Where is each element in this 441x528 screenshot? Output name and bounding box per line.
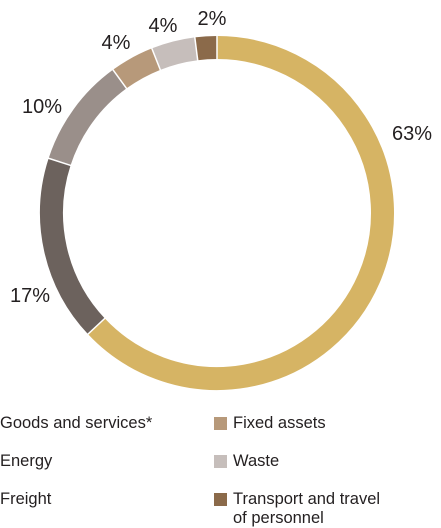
slice-transport-and-travel-of-personnel bbox=[194, 36, 218, 61]
data-label: 10% bbox=[22, 96, 62, 118]
legend-item-freight: Freight bbox=[0, 490, 51, 509]
legend-label: Freight bbox=[0, 490, 52, 508]
legend-swatch bbox=[214, 417, 227, 430]
data-label: 4% bbox=[149, 15, 178, 37]
legend-swatch bbox=[214, 455, 227, 468]
legend-label: Waste bbox=[233, 452, 280, 470]
legend-item-transport: Transport and travel of personnel bbox=[214, 490, 380, 528]
slice-separator bbox=[86, 317, 106, 336]
legend-label: Fixed assets bbox=[233, 414, 326, 432]
legend-label: Energy bbox=[0, 452, 53, 470]
slice-separator bbox=[193, 36, 199, 62]
legend-item-fixed-assets: Fixed assets bbox=[214, 414, 326, 433]
slice-separator bbox=[150, 47, 162, 72]
slice-waste bbox=[151, 37, 199, 70]
data-label: 17% bbox=[10, 285, 50, 307]
legend-label-continued: of personnel bbox=[233, 509, 324, 527]
data-label: 2% bbox=[198, 8, 227, 30]
data-label: 4% bbox=[102, 32, 131, 54]
legend-swatch bbox=[214, 493, 227, 506]
slice-fixed-assets bbox=[112, 48, 161, 89]
legend: Goods and services* Energy Freight Fixed… bbox=[0, 410, 441, 528]
legend-label: Transport and travel bbox=[233, 490, 381, 508]
slice-goods-and-services bbox=[87, 36, 394, 390]
legend-item-waste: Waste bbox=[214, 452, 279, 471]
legend-label: Goods and services* bbox=[0, 414, 153, 432]
slice-freight bbox=[40, 158, 105, 335]
slice-energy bbox=[48, 69, 127, 166]
donut-chart: 63% 17% 10% 4% 4% 2% bbox=[10, 8, 432, 390]
legend-item-goods-and-services: Goods and services* bbox=[0, 414, 152, 433]
slice-separator bbox=[111, 68, 128, 90]
slice-separator bbox=[47, 157, 72, 167]
legend-item-energy: Energy bbox=[0, 452, 52, 471]
data-label: 63% bbox=[392, 123, 432, 145]
